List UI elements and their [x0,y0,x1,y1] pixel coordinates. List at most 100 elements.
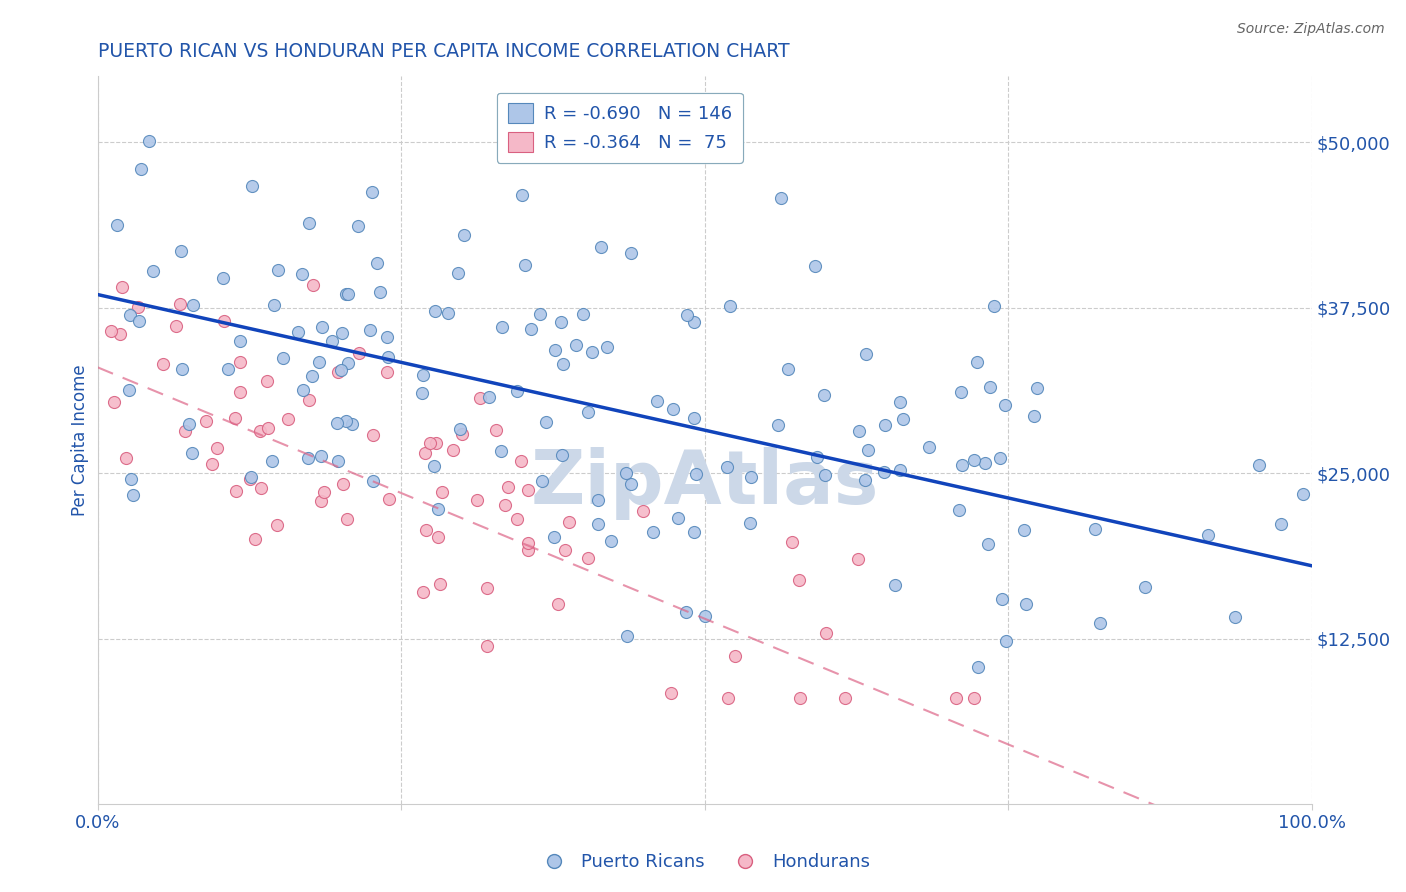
Point [298,392,321,407]
Point [105,218,128,232]
Point [287,325,309,339]
Point [273,351,295,366]
Point [129,161,152,176]
Point [477,639,499,653]
Point [517,483,540,498]
Point [475,581,498,595]
Point [245,533,267,547]
Point [1197,528,1219,542]
Point [1270,516,1292,531]
Point [520,321,543,335]
Point [249,424,271,438]
Point [309,494,332,508]
Point [740,470,762,484]
Point [491,320,513,334]
Point [412,585,434,599]
Point [266,518,288,533]
Point [814,625,837,640]
Point [425,436,447,450]
Point [1291,486,1313,500]
Text: Source: ZipAtlas.com: Source: ZipAtlas.com [1237,22,1385,37]
Point [118,383,141,397]
Point [377,350,399,364]
Point [1084,522,1107,536]
Point [766,418,789,433]
Point [427,530,450,544]
Point [1024,409,1046,423]
Point [301,368,323,383]
Point [427,501,450,516]
Point [813,467,835,482]
Point [138,135,160,149]
Point [789,691,811,706]
Point [256,421,278,435]
Point [1223,610,1246,624]
Point [948,503,970,517]
Point [263,298,285,312]
Point [676,308,699,322]
Point [496,480,519,494]
Point [336,356,359,370]
Point [554,542,576,557]
Point [682,410,704,425]
Point [995,634,1018,648]
Point [429,577,451,591]
Point [240,179,263,194]
Point [326,454,349,468]
Point [616,629,638,643]
Point [547,597,569,611]
Point [572,307,595,321]
Text: ZipAtlas: ZipAtlas [530,447,879,520]
Point [250,481,273,495]
Point [510,454,533,468]
Point [544,343,567,357]
Point [1247,458,1270,472]
Point [543,530,565,544]
Point [717,690,740,705]
Point [599,533,621,548]
Point [855,347,877,361]
Point [229,355,252,369]
Point [856,442,879,457]
Point [224,411,246,425]
Point [988,450,1011,465]
Point [853,473,876,487]
Point [430,485,453,500]
Point [377,365,399,379]
Point [347,345,370,359]
Point [478,390,501,404]
Point [883,578,905,592]
Point [516,542,538,557]
Point [100,324,122,338]
Point [465,492,488,507]
Point [505,512,527,526]
Point [813,388,835,402]
Point [803,260,825,274]
Point [152,357,174,371]
Point [891,412,914,426]
Point [308,355,330,369]
Point [195,413,218,427]
Point [586,492,609,507]
Point [994,398,1017,412]
Point [740,516,762,530]
Point [346,219,368,233]
Point [425,303,447,318]
Point [551,448,574,462]
Point [103,395,125,409]
Point [558,515,581,529]
Point [332,476,354,491]
Point [413,446,436,460]
Point [675,605,697,619]
Point [411,386,433,401]
Point [576,551,599,566]
Point [963,452,986,467]
Point [335,414,357,428]
Point [581,345,603,359]
Point [314,484,336,499]
Point [950,458,973,472]
Point [484,423,506,437]
Point [979,380,1001,394]
Point [576,404,599,418]
Point [415,524,437,538]
